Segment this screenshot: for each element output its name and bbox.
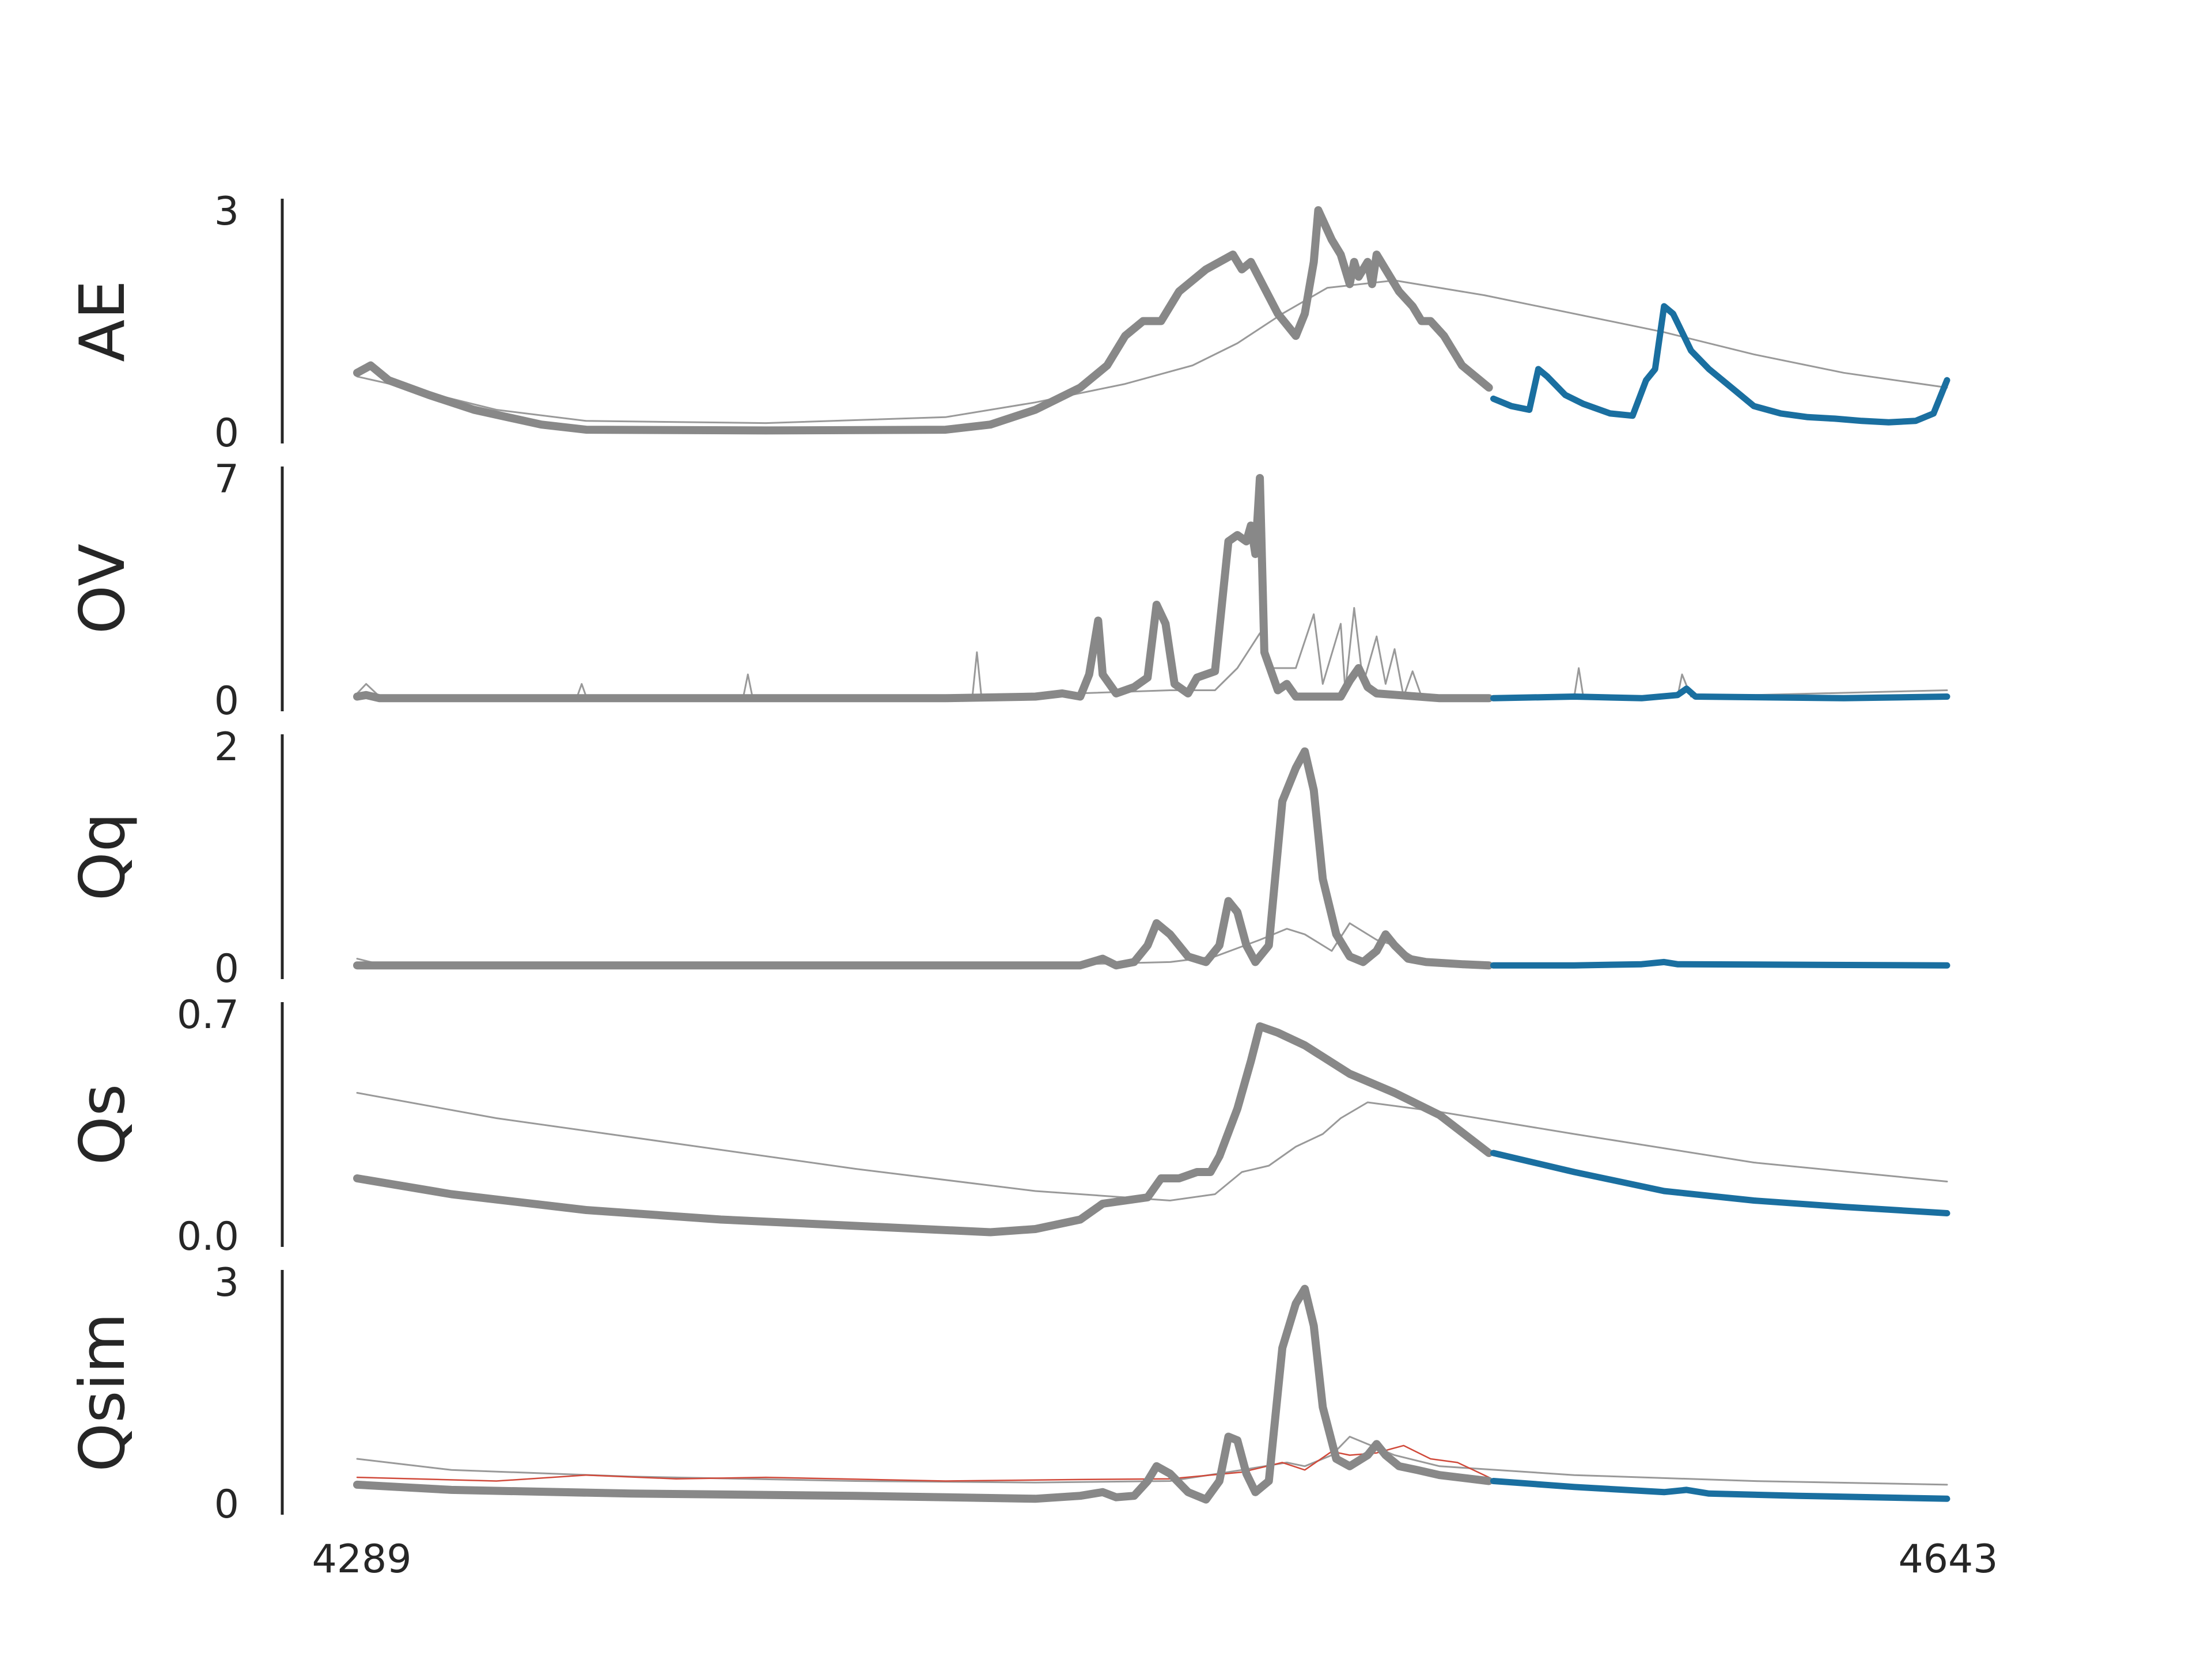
y-tick-label-max: 0.7 [177, 992, 239, 1038]
series-line-reference [356, 922, 1490, 966]
y-axis-label: OV [67, 544, 139, 634]
panel-qsim: Qsim 0 3 [67, 1260, 1950, 1527]
y-tick-label-max: 3 [214, 1260, 239, 1306]
y-axis-label: Qq [67, 813, 139, 901]
series-line-simulated [356, 1444, 1490, 1482]
series-line-observed-history [353, 747, 1493, 970]
y-tick-label-min: 0 [214, 1482, 239, 1527]
series-line-observed-history [353, 474, 1493, 703]
y-tick-label-min: 0 [214, 946, 239, 992]
series-line-forecast [1490, 685, 1950, 701]
series-line-observed-history [353, 1284, 1493, 1504]
x-tick-label-start: 4289 [312, 1537, 411, 1582]
panel-ae: AE 0 3 [67, 189, 1950, 456]
y-tick-label-max: 7 [214, 457, 239, 502]
series-line-reference [356, 1092, 1948, 1201]
y-axis-label: AE [67, 280, 139, 362]
y-tick-label-max: 2 [214, 725, 239, 770]
series-line-reference [356, 279, 1948, 424]
panel-qs: Qs 0.0 0.7 [67, 992, 1950, 1260]
panel-qq: Qq 0 2 [67, 725, 1950, 992]
x-tick-label-end: 4643 [1898, 1537, 1998, 1582]
y-axis-label: Qsim [67, 1313, 139, 1472]
series-line-forecast [1490, 1150, 1950, 1216]
y-tick-label-min: 0.0 [177, 1214, 239, 1260]
y-tick-label-min: 0 [214, 678, 239, 724]
x-axis: 4289 4643 [312, 1537, 1998, 1582]
series-line-forecast [1490, 958, 1950, 969]
panel-ov: OV 0 7 [67, 457, 1950, 724]
y-axis-label: Qs [67, 1084, 139, 1165]
y-tick-label-min: 0 [214, 411, 239, 456]
series-line-forecast [1490, 1478, 1950, 1502]
series-line-observed-history [353, 206, 1493, 435]
y-tick-label-max: 3 [214, 189, 239, 234]
series-line-forecast [1490, 303, 1950, 426]
series-line-observed-history [353, 1022, 1493, 1237]
series-line-reference [356, 1436, 1948, 1486]
